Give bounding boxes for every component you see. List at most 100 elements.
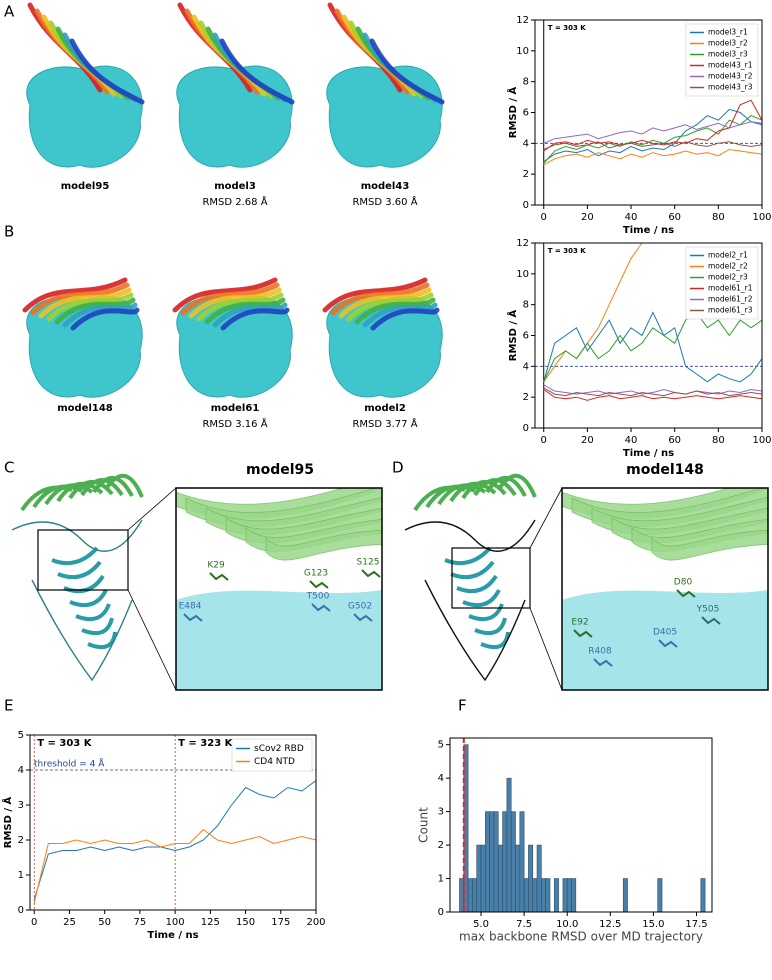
y-tick-label: 0 [523,423,529,434]
ribbon [462,589,501,607]
residue-label: D405 [653,628,677,638]
sheet [265,529,382,561]
ribbon [369,38,445,105]
ribbon [70,307,140,331]
x-axis-label: Time / ns [147,930,198,941]
structure-name: model148 [57,403,113,414]
y-tick-label: 0 [18,905,24,916]
x-tick-label: 80 [712,435,725,446]
structure-name: model43 [361,181,410,192]
side-chain [361,569,381,578]
series-line [543,311,762,383]
x-axis-label: max backbone RMSD over MD trajectory [459,930,703,944]
axes-frame [534,242,763,429]
y-tick-label: 5 [438,740,444,751]
y-tick-label: 4 [438,773,444,784]
ribbon [104,474,144,498]
backbone [11,519,143,682]
side-chain [311,603,331,612]
molecule [22,277,143,398]
x-tick-label: 75 [134,917,147,928]
panel-label: E [4,697,13,715]
rbd-region [176,590,382,690]
zoom-connector [529,487,563,549]
side-chain [676,589,696,598]
surface [176,65,293,168]
x-tick-label: 125 [201,917,220,928]
residue-label: Y505 [696,605,720,615]
series-line [543,99,762,152]
side-chain [353,613,373,622]
structure-rmsd: RMSD 3.16 Å [202,417,267,430]
histogram-bar [528,844,534,912]
ribbon [54,297,136,325]
y-axis-label: RMSD / Å [506,86,519,138]
x-axis-label: Time / ns [623,448,674,459]
y-tick-label: 4 [523,138,529,149]
axes-frame [29,734,317,911]
series-line [543,311,762,383]
ribbon [69,589,108,607]
series-line [33,780,316,900]
closeup-frame [175,487,383,691]
ribbon [456,574,498,593]
histogram-bar [532,878,538,912]
y-tick-label: 6 [523,331,529,342]
closeup-title: model95 [246,462,314,478]
legend-box [685,246,759,320]
x-tick-label: 12.5 [599,919,621,930]
closeup [562,488,768,690]
histogram-bar [497,844,503,912]
histogram-bar [571,878,577,912]
annotation: T = 303 K [548,24,587,32]
ribbon [322,277,428,313]
zoom-connector [529,607,563,691]
legend-label: CD4 NTD [254,757,295,767]
legend-label: model3_r2 [708,39,748,48]
histogram-bar [476,844,482,912]
ribbon [75,603,111,621]
x-tick-label: 0 [31,917,37,928]
annotation: T = 323 K [178,738,234,749]
histogram-bar [523,878,529,912]
y-tick-label: 6 [523,108,529,119]
zoom-box [451,547,531,609]
structure-name: model61 [211,403,260,414]
y-tick-label: 0 [438,907,444,918]
plot-area [30,735,316,910]
legend-label: model3_r3 [708,50,748,59]
ribbon [30,282,130,316]
ribbon [338,287,432,319]
ribbon [68,480,114,500]
ribbon [69,38,145,105]
ribbon [346,292,434,322]
histogram-bar [515,844,521,912]
histogram-bar [480,844,486,912]
ribbon [212,302,288,328]
y-tick-label: 4 [18,765,24,776]
surface [26,65,143,168]
side-chain [701,616,721,625]
panel-label: B [4,223,14,241]
molecule [176,2,295,168]
structure-name: model3 [214,181,256,192]
ribbon [172,277,278,313]
y-tick-label: 8 [523,300,529,311]
closeup-frame [561,487,769,691]
molecule [326,2,445,168]
legend-label: model2_r3 [708,273,748,282]
histogram-bar [545,878,551,912]
residue-label: E92 [571,618,588,628]
ribbon [22,277,128,313]
y-tick-label: 8 [523,77,529,88]
x-tick-label: 25 [63,917,76,928]
x-tick-label: 175 [271,917,290,928]
legend-label: model2_r2 [708,262,748,271]
ribbon [87,631,117,649]
residue-label: S125 [357,558,380,568]
legend-label: model61_r1 [708,284,753,293]
y-tick-label: 12 [516,15,529,26]
y-tick-label: 12 [516,238,529,249]
rbd-region [562,590,768,690]
histogram-bar [502,811,508,912]
